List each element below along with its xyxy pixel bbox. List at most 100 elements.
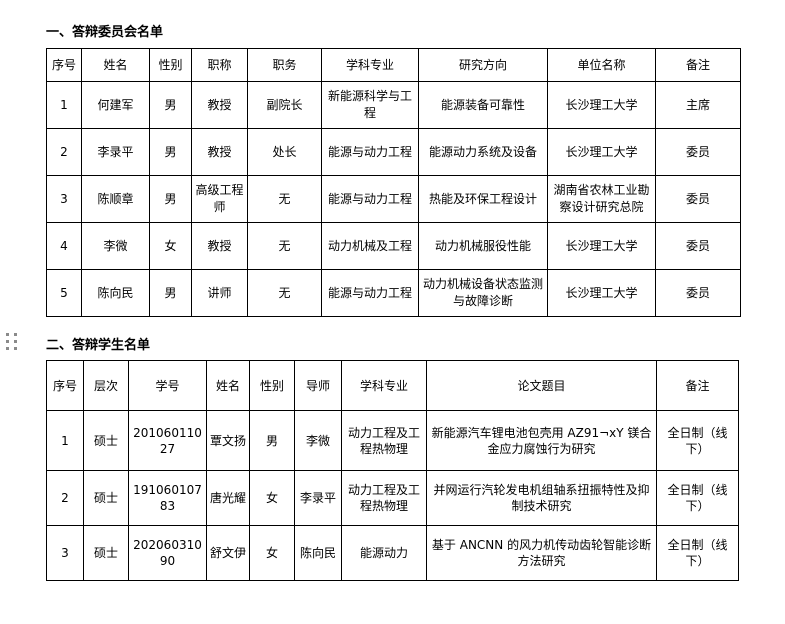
table-cell: 2 (46, 470, 84, 527)
table-cell: 女 (249, 525, 295, 582)
section-gap (46, 317, 746, 338)
table-cell: 1 (46, 410, 84, 472)
table-row: 2 李录平男教授 处长 能源与动力工程 能源动力系统及设备 长沙理工大学 委员 (46, 127, 741, 176)
table-header-cell: 备注 (655, 47, 741, 82)
table-cell: 能源与动力工程 (321, 174, 419, 223)
table-row: 2 硕士 19106010783 唐光耀女李录平 动力工程及工程热物理 并网运行汽轮发电机… (46, 470, 739, 527)
table-cell: 长沙理工大学 (547, 221, 656, 270)
table-row: 5 陈向民男讲师无能源与动力工程 动力机械设备状态监测与故障诊断 长沙理工大学 委员 (46, 268, 741, 317)
committee-table: 序号 姓名 性别 职称 职务 学科专业 研究方向 单位名称 备注 1 何建军男教授 副院长 新能源科学与… (46, 47, 741, 317)
table-cell: 硕士 (83, 410, 129, 472)
table-cell: 陈向民 (294, 525, 342, 582)
table-cell: 长沙理工大学 (547, 127, 656, 176)
table-cell: 并网运行汽轮发电机组轴系扭振特性及抑制技术研究 (426, 470, 657, 527)
table-cell: 无 (247, 174, 322, 223)
table-cell: 李微 (294, 410, 342, 472)
table-header-cell: 职称 (191, 47, 248, 82)
table-cell: 教授 (191, 80, 248, 129)
table-cell: 李微 (81, 221, 150, 270)
table-header-cell: 学科专业 (341, 360, 427, 412)
table-header-row: 序号 层次 学号 姓名 性别 导师 学科专业 论文题目 备注 (46, 360, 739, 412)
table-cell: 硕士 (83, 525, 129, 582)
table-cell: 19106010783 (128, 470, 207, 527)
table-cell: 陈顺章 (81, 174, 150, 223)
table-header-cell: 性别 (149, 47, 192, 82)
table-cell: 能源与动力工程 (321, 268, 419, 317)
table-cell: 委员 (655, 127, 741, 176)
table-cell: 李录平 (294, 470, 342, 527)
table-cell: 动力机械设备状态监测与故障诊断 (418, 268, 548, 317)
students-table: 序号 层次 学号 姓名 性别 导师 学科专业 论文题目 备注 1 硕士 20106011027 覃文扬男… (46, 360, 739, 582)
table-header-cell: 层次 (83, 360, 129, 412)
table-cell: 能源装备可靠性 (418, 80, 548, 129)
table-cell: 3 (46, 525, 84, 582)
table-cell: 能源动力 (341, 525, 427, 582)
table-cell: 长沙理工大学 (547, 80, 656, 129)
table-cell: 动力机械及工程 (321, 221, 419, 270)
table-header-cell: 职务 (247, 47, 322, 82)
table-cell: 硕士 (83, 470, 129, 527)
document-content: 一、答辩委员会名单 序号 姓名 性别 职称 职务 学科专业 研究方向 单位名称 备注 1 何建军男教… (46, 25, 746, 582)
table-cell: 动力机械服役性能 (418, 221, 548, 270)
table-cell: 男 (149, 127, 192, 176)
table-cell: 湖南省农林工业勘察设计研究总院 (547, 174, 656, 223)
table-cell: 委员 (655, 268, 741, 317)
table-cell: 李录平 (81, 127, 150, 176)
table-header-cell: 导师 (294, 360, 342, 412)
table-header-cell: 论文题目 (426, 360, 657, 412)
table-cell: 全日制（线下） (656, 410, 739, 472)
table-cell: 男 (149, 174, 192, 223)
table-cell: 陈向民 (81, 268, 150, 317)
table-header-row: 序号 姓名 性别 职称 职务 学科专业 研究方向 单位名称 备注 (46, 47, 741, 82)
table-cell: 20106011027 (128, 410, 207, 472)
table-header-cell: 序号 (46, 47, 82, 82)
table-cell: 讲师 (191, 268, 248, 317)
table-cell: 教授 (191, 127, 248, 176)
table-cell: 动力工程及工程热物理 (341, 470, 427, 527)
table-header-cell: 研究方向 (418, 47, 548, 82)
table-row: 3 陈顺章男高级工程师无能源与动力工程 热能及环保工程设计 湖南省农林工业勘察设计研究… (46, 174, 741, 223)
table-cell: 基于 ANCNN 的风力机传动齿轮智能诊断方法研究 (426, 525, 657, 582)
table-cell: 3 (46, 174, 82, 223)
table-header-cell: 序号 (46, 360, 84, 412)
table-cell: 男 (149, 268, 192, 317)
table-cell: 动力工程及工程热物理 (341, 410, 427, 472)
table-cell: 新能源科学与工程 (321, 80, 419, 129)
table-cell: 全日制（线下） (656, 525, 739, 582)
table-cell: 舒文伊 (206, 525, 250, 582)
table-row: 1 硕士 20106011027 覃文扬男李微 动力工程及工程热物理 新能源汽车锂电池包壳… (46, 410, 739, 472)
table-cell: 能源动力系统及设备 (418, 127, 548, 176)
table-cell: 男 (249, 410, 295, 472)
table-row: 1 何建军男教授 副院长 新能源科学与工程 能源装备可靠性 长沙理工大学 主席 (46, 80, 741, 129)
table-cell: 教授 (191, 221, 248, 270)
table-cell: 4 (46, 221, 82, 270)
table-cell: 2 (46, 127, 82, 176)
table-cell: 长沙理工大学 (547, 268, 656, 317)
table-header-cell: 性别 (249, 360, 295, 412)
table-cell: 覃文扬 (206, 410, 250, 472)
table-cell: 副院长 (247, 80, 322, 129)
table-cell: 热能及环保工程设计 (418, 174, 548, 223)
table-header-cell: 单位名称 (547, 47, 656, 82)
table-cell: 委员 (655, 174, 741, 223)
table-header-cell: 姓名 (206, 360, 250, 412)
table-cell: 20206031090 (128, 525, 207, 582)
table-cell: 何建军 (81, 80, 150, 129)
table-cell: 无 (247, 268, 322, 317)
table-header-cell: 备注 (656, 360, 739, 412)
table-cell: 5 (46, 268, 82, 317)
table-cell: 女 (249, 470, 295, 527)
table-cell: 无 (247, 221, 322, 270)
table-header-cell: 学号 (128, 360, 207, 412)
table-cell: 能源与动力工程 (321, 127, 419, 176)
drag-handle-icon[interactable] (6, 333, 19, 351)
table-cell: 女 (149, 221, 192, 270)
table-cell: 处长 (247, 127, 322, 176)
table-header-cell: 姓名 (81, 47, 150, 82)
table-cell: 全日制（线下） (656, 470, 739, 527)
table-row: 3 硕士 20206031090 舒文伊女陈向民 能源动力 基于 ANCNN 的风力机传动… (46, 525, 739, 582)
committee-section-title: 一、答辩委员会名单 (46, 25, 164, 40)
table-cell: 高级工程师 (191, 174, 248, 223)
table-cell: 委员 (655, 221, 741, 270)
